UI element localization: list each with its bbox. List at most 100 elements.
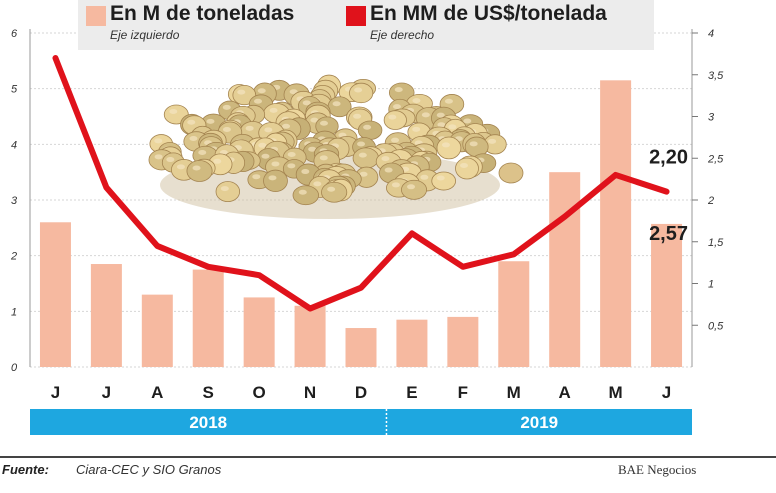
soybean-highlight [261, 153, 270, 159]
soybean [349, 82, 374, 104]
soybean-highlight [166, 157, 175, 163]
soybean [232, 84, 257, 106]
soybean-highlight [444, 98, 453, 104]
soybean-highlight [237, 89, 246, 95]
soybean-highlight [358, 152, 367, 158]
soybean-highlight [287, 152, 296, 158]
soybeans-image [148, 74, 524, 219]
source-text: Ciara-CEC y SIO Granos [76, 462, 222, 477]
legend-swatch-line [346, 6, 366, 26]
left-tick-label: 0 [11, 362, 18, 374]
soybean-highlight [206, 118, 215, 124]
soybean [401, 179, 428, 200]
soybean [357, 120, 383, 140]
bar [243, 297, 275, 367]
soybean [321, 181, 348, 203]
soybean-highlight [391, 137, 400, 143]
soybean-highlight [192, 165, 201, 171]
footer-rule [0, 456, 776, 458]
soybean-highlight [436, 175, 445, 181]
x-tick-label: O [253, 383, 266, 402]
right-axis: 0,5 1 1,5 2 2,5 3 3,5 4 [691, 28, 724, 367]
soybean-highlight [354, 87, 363, 93]
legend-label-line: En MM de US$/tonelada [370, 2, 607, 25]
soybean-highlight [268, 175, 277, 181]
soybean-body [292, 185, 319, 206]
left-tick-label: 2 [10, 251, 17, 263]
year-label: 2019 [520, 413, 558, 432]
left-tick-label: 6 [11, 28, 18, 40]
soybean [383, 110, 407, 130]
credit: BAE Negocios [618, 462, 697, 477]
x-tick-label: D [355, 383, 367, 402]
right-tick-label: 2,5 [707, 153, 724, 165]
x-tick-label: M [507, 383, 521, 402]
soybean-highlight [198, 149, 207, 155]
soybean-highlight [289, 89, 298, 95]
soybean-highlight [384, 167, 393, 173]
soybean-highlight [353, 113, 362, 119]
soybean-highlight [359, 171, 368, 177]
soybean [431, 171, 457, 191]
soybean-highlight [463, 118, 472, 124]
x-tick-label: N [304, 383, 316, 402]
soybean-highlight [421, 112, 430, 118]
soybean-body [436, 136, 462, 160]
source-label: Fuente: [2, 462, 49, 477]
soybean-highlight [436, 112, 445, 118]
soybean-body [321, 181, 348, 203]
bar-series [39, 80, 683, 368]
legend: En M de toneladas Eje izquierdo En MM de… [78, 0, 654, 50]
left-axis: 0 1 2 3 4 5 6 [10, 28, 31, 374]
soybean-highlight [287, 163, 296, 169]
soybean-highlight [448, 124, 457, 130]
bar [396, 319, 428, 367]
bar [141, 294, 173, 367]
soybean-highlight [381, 156, 390, 162]
annotation-line-value: 2,20 [649, 147, 688, 169]
right-tick-label: 4 [708, 28, 714, 40]
soybean [352, 147, 379, 169]
soybean-body [455, 157, 479, 180]
soybean-highlight [222, 104, 231, 110]
soybean-body [263, 169, 288, 193]
soybean [483, 134, 507, 155]
x-tick-label: F [458, 383, 468, 402]
soybean-highlight [252, 174, 261, 180]
soybean-highlight [407, 184, 416, 190]
soybean [498, 162, 524, 184]
soybean-highlight [253, 98, 262, 104]
x-tick-label: A [559, 383, 571, 402]
right-tick-label: 1 [708, 279, 714, 291]
x-tick-label: J [662, 383, 671, 402]
bar [600, 80, 632, 368]
legend-swatch-bars [86, 6, 106, 26]
soybean-body [383, 110, 407, 130]
left-tick-label: 4 [11, 139, 17, 151]
x-tick-label: J [51, 383, 60, 402]
right-tick-label: 3,5 [708, 70, 724, 82]
soybean-highlight [258, 142, 267, 148]
soybean-body [401, 179, 428, 200]
soybean-highlight [327, 186, 336, 192]
soybean-body [349, 82, 374, 104]
soybean-highlight [220, 186, 229, 192]
legend-label-bars: En M de toneladas [110, 2, 295, 25]
soybean-highlight [391, 182, 400, 188]
bar [192, 269, 224, 367]
soybean-highlight [420, 174, 429, 180]
soybean-highlight [310, 117, 319, 123]
soybean-highlight [245, 125, 254, 131]
soybean-body [215, 181, 241, 203]
bar [447, 316, 479, 367]
left-tick-label: 5 [11, 84, 18, 96]
soybean [215, 181, 241, 203]
soybean-highlight [363, 124, 372, 130]
x-tick-label: J [102, 383, 111, 402]
soybean-highlight [222, 127, 231, 133]
legend-sub-bars: Eje izquierdo [110, 28, 180, 42]
soybean-highlight [332, 101, 341, 107]
soybean-highlight [257, 88, 266, 94]
annotations: 2,20 2,57 [649, 147, 688, 245]
